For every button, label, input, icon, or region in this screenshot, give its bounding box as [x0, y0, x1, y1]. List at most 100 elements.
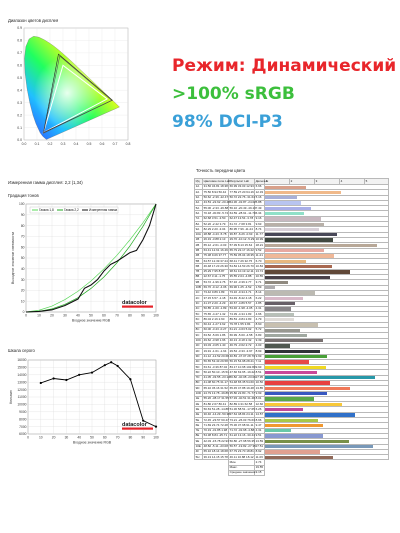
row-delta-bar: [265, 264, 332, 269]
gray-y-tick: 8000: [19, 417, 27, 421]
gamut-y-tick: 0.9: [17, 26, 22, 30]
row-delta-bar-cell: [264, 454, 389, 461]
gamut-x-tick: 0.0: [22, 142, 27, 146]
gamut-y-tick: 0.7: [17, 51, 22, 55]
tone-chart: 0 10 20 30 40 50 60 70 80 90 100 0 10 20 30 40 50 60 70 80 9…: [11, 202, 159, 322]
tone-title: Градация тонов: [8, 193, 39, 198]
row-delta-bar: [265, 365, 326, 369]
gray-title: Шкала серого: [8, 348, 35, 353]
gray-point: [116, 364, 119, 368]
row-delta-bar: [265, 254, 334, 258]
gamut-chart: 0.0 0.1 0.2 0.3 0.4 0.5 0.6 0.7 0.8 0.0 0.1 0.2 0.3 0…: [17, 26, 131, 146]
table-row: 9D 65.10 45.16 31.52 65.45 47.88 19.48 13.8…: [194, 385, 389, 392]
row-delta-bar: [265, 418, 319, 422]
gamut-y-tick: 0.1: [17, 126, 22, 130]
summary-value: 9.15: [254, 470, 265, 477]
tone-legend-box: [29, 206, 119, 214]
tone-legend-label-1: Гамма 1,8: [39, 208, 54, 212]
tone-y-tick: 70: [21, 235, 25, 239]
gray-y-label: Кельвин: [9, 390, 13, 404]
row-delta-bar: [265, 423, 324, 428]
gamut-y-tick: 0.8: [17, 39, 22, 43]
row-delta-bar: [265, 211, 304, 216]
tone-y-label: Выходное значение светимости: [11, 232, 15, 284]
summary-label: Среднее значение: [228, 470, 256, 477]
p3-headline: 98% DCI-P3: [172, 112, 283, 132]
gray-x-label: Входное значение RGB: [73, 441, 112, 445]
tone-x-tick: 100: [153, 314, 159, 318]
row-delta-bar: [265, 238, 333, 242]
tone-x-tick: 90: [141, 314, 145, 318]
tone-x-tick: 60: [102, 314, 106, 318]
tone-y-tick: 10: [21, 299, 25, 303]
row-delta-bar: [265, 344, 290, 348]
gamut-x-tick: 0.3: [61, 142, 66, 146]
gamut-x-tick: 0.2: [48, 142, 53, 146]
row-delta-bar: [265, 323, 318, 327]
row-delta-bar: [265, 370, 318, 375]
tone-y-tick: 20: [21, 289, 25, 293]
row-delta-bar: [265, 196, 297, 200]
gamut-x-tick: 0.1: [35, 142, 40, 146]
tone-series-line-3: [25, 203, 157, 313]
summary-row: Среднее значение 9.15: [195, 470, 389, 477]
row-delta-bar: [265, 381, 330, 385]
gray-y-tick: 12000: [17, 388, 26, 392]
row-delta-bar: [265, 397, 315, 401]
row-delta-bar: [265, 392, 327, 396]
gray-y-tick: 15000: [17, 366, 26, 370]
gray-x-tick: 60: [103, 436, 107, 440]
summary-spacer: [195, 471, 229, 476]
gray-brand-bar: [122, 427, 153, 430]
tone-legend: Гамма 1,8 Гамма 2,2 Измеренная гамма: [29, 206, 119, 214]
gray-y-tick: 7000: [19, 425, 27, 429]
tone-x-tick: 20: [50, 314, 54, 318]
gray-point: [39, 381, 42, 385]
mode-headline: Режим: Динамический: [172, 56, 397, 76]
gray-point: [103, 364, 106, 367]
row-delta-bar: [265, 402, 343, 406]
gray-point: [129, 378, 132, 381]
table-header-row: Ид Цветовое поле Lab Результат Lab Дельта-Е…: [194, 178, 389, 185]
gamut-y-tick: 0.6: [17, 64, 22, 68]
row-delta-bar: [265, 307, 292, 311]
tone-y-tick: 60: [21, 245, 25, 249]
row-delta-bar: [265, 249, 324, 253]
row-delta-bar: [265, 360, 309, 364]
row-delta-bar: [265, 222, 325, 226]
row-delta-bar: [265, 445, 373, 449]
tone-legend-label-3: Измеренная гамма: [89, 208, 117, 212]
table-row: 7A 62.68 3.51 -3.50 62.47 13.54 -3.78 9.16: [194, 215, 389, 223]
tone-y-tick: 100: [19, 202, 25, 206]
table-row: 4E 30.40 -14.29 -50.38 37.64 48.84 24.11 14…: [194, 411, 389, 419]
gamut-triangle-1: [42, 64, 109, 134]
gray-x-tick: 50: [90, 436, 94, 440]
tone-x-tick: 70: [115, 314, 119, 318]
row-delta-bar: [265, 429, 292, 433]
tone-y-tick: 80: [21, 224, 25, 228]
tone-x-tick: 40: [76, 314, 80, 318]
tone-brand-logo: datacolor: [122, 300, 148, 306]
gamut-y-tick: 0.5: [17, 76, 22, 80]
row-delta-bar: [265, 317, 295, 322]
gamut-x-tick: 0.6: [100, 142, 105, 146]
row-delta-bar: [265, 296, 304, 301]
row-delta-bar: [265, 280, 288, 285]
row-delta-bar: [265, 275, 330, 279]
row-delta-bar: [265, 349, 321, 353]
row-delta-bar: [265, 339, 323, 343]
accuracy-table-wrap: Ид Цветовое поле Lab Результат Lab Дельта-Е…: [194, 178, 389, 477]
row-delta-bar: [265, 217, 322, 221]
gamut-x-tick: 0.5: [87, 142, 92, 146]
gamut-x-tick: 0.7: [113, 142, 118, 146]
row-delta-bar: [265, 355, 327, 359]
gamut-x-tick: 0.4: [74, 142, 79, 146]
tone-x-tick: 80: [128, 314, 132, 318]
gamut-x-tick: 0.8: [126, 142, 131, 146]
row-delta-bar: [265, 407, 304, 412]
gray-chart: 0 10 20 30 40 50 60 70 80 90 100 6000 7000 8000 9000 10…: [9, 358, 159, 445]
tone-series-line-2: [25, 203, 157, 313]
gray-point: [65, 378, 68, 382]
srgb-headline: >100% sRGB: [172, 84, 295, 104]
row-delta-bar: [265, 439, 349, 444]
